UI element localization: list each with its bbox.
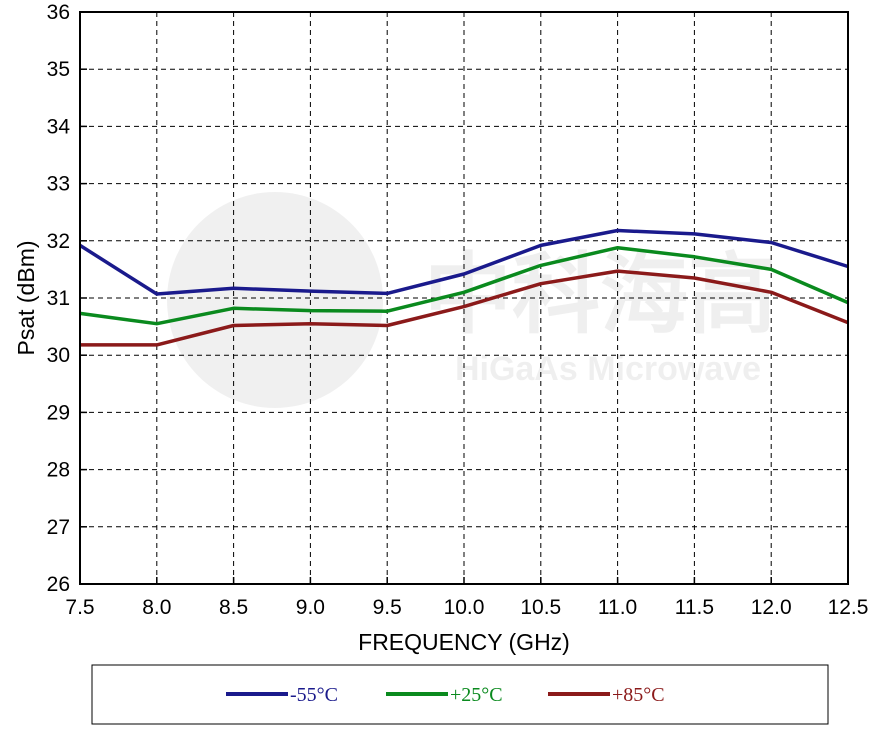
x-axis-title: FREQUENCY (GHz) <box>358 629 570 655</box>
x-tick-label: 11.5 <box>675 596 714 619</box>
series-line-3 <box>80 269 849 347</box>
y-axis-title: Psat (dBm) <box>13 240 39 355</box>
series-line-2 <box>79 245 849 326</box>
legend-box <box>91 664 829 725</box>
y-tick-label: 33 <box>47 173 70 196</box>
watermark: 中科海高 HiGaAs Microwave <box>167 192 776 408</box>
x-tick-label: 12.0 <box>751 596 792 619</box>
y-tick-label: 32 <box>47 230 70 253</box>
watermark-text-en: HiGaAs Microwave <box>455 350 761 388</box>
x-tick-label: 12.5 <box>828 596 869 619</box>
series-line-1 <box>79 228 849 296</box>
legend-label-1: -55°C <box>290 684 338 706</box>
y-tick-label: 29 <box>47 401 70 424</box>
y-tick-label: 35 <box>47 58 70 81</box>
y-tick-label: 34 <box>47 115 71 138</box>
y-tick-label: 36 <box>47 1 70 24</box>
x-tick-label: 7.5 <box>65 596 94 619</box>
legend-label-2: +25°C <box>450 684 503 706</box>
x-tick-label: 10.0 <box>444 596 485 619</box>
y-tick-label: 30 <box>47 344 70 367</box>
y-tick-label: 26 <box>47 573 70 596</box>
y-tick-label: 28 <box>47 459 70 482</box>
grid <box>80 12 848 584</box>
x-tick-label: 8.5 <box>219 596 248 619</box>
y-tick-labels: 26 27 28 29 30 31 32 33 34 35 36 <box>47 1 87 596</box>
x-tick-label: 11.0 <box>598 596 637 619</box>
x-tick-label: 9.5 <box>373 596 402 619</box>
watermark-logo-icon <box>167 192 383 408</box>
x-tick-label: 8.0 <box>142 596 171 619</box>
x-tick-label: 10.5 <box>520 596 561 619</box>
x-tick-labels: 7.5 8.0 8.5 9.0 9.5 10.0 10.5 11.0 11.5 12.0 12.5 <box>65 577 868 619</box>
legend: -55°C +25°C +85°C <box>226 684 665 706</box>
x-tick-label: 9.0 <box>296 596 325 619</box>
legend-label-3: +85°C <box>612 684 665 706</box>
y-tick-label: 31 <box>47 287 70 310</box>
y-tick-label: 27 <box>47 516 70 539</box>
series-lines <box>79 228 849 347</box>
